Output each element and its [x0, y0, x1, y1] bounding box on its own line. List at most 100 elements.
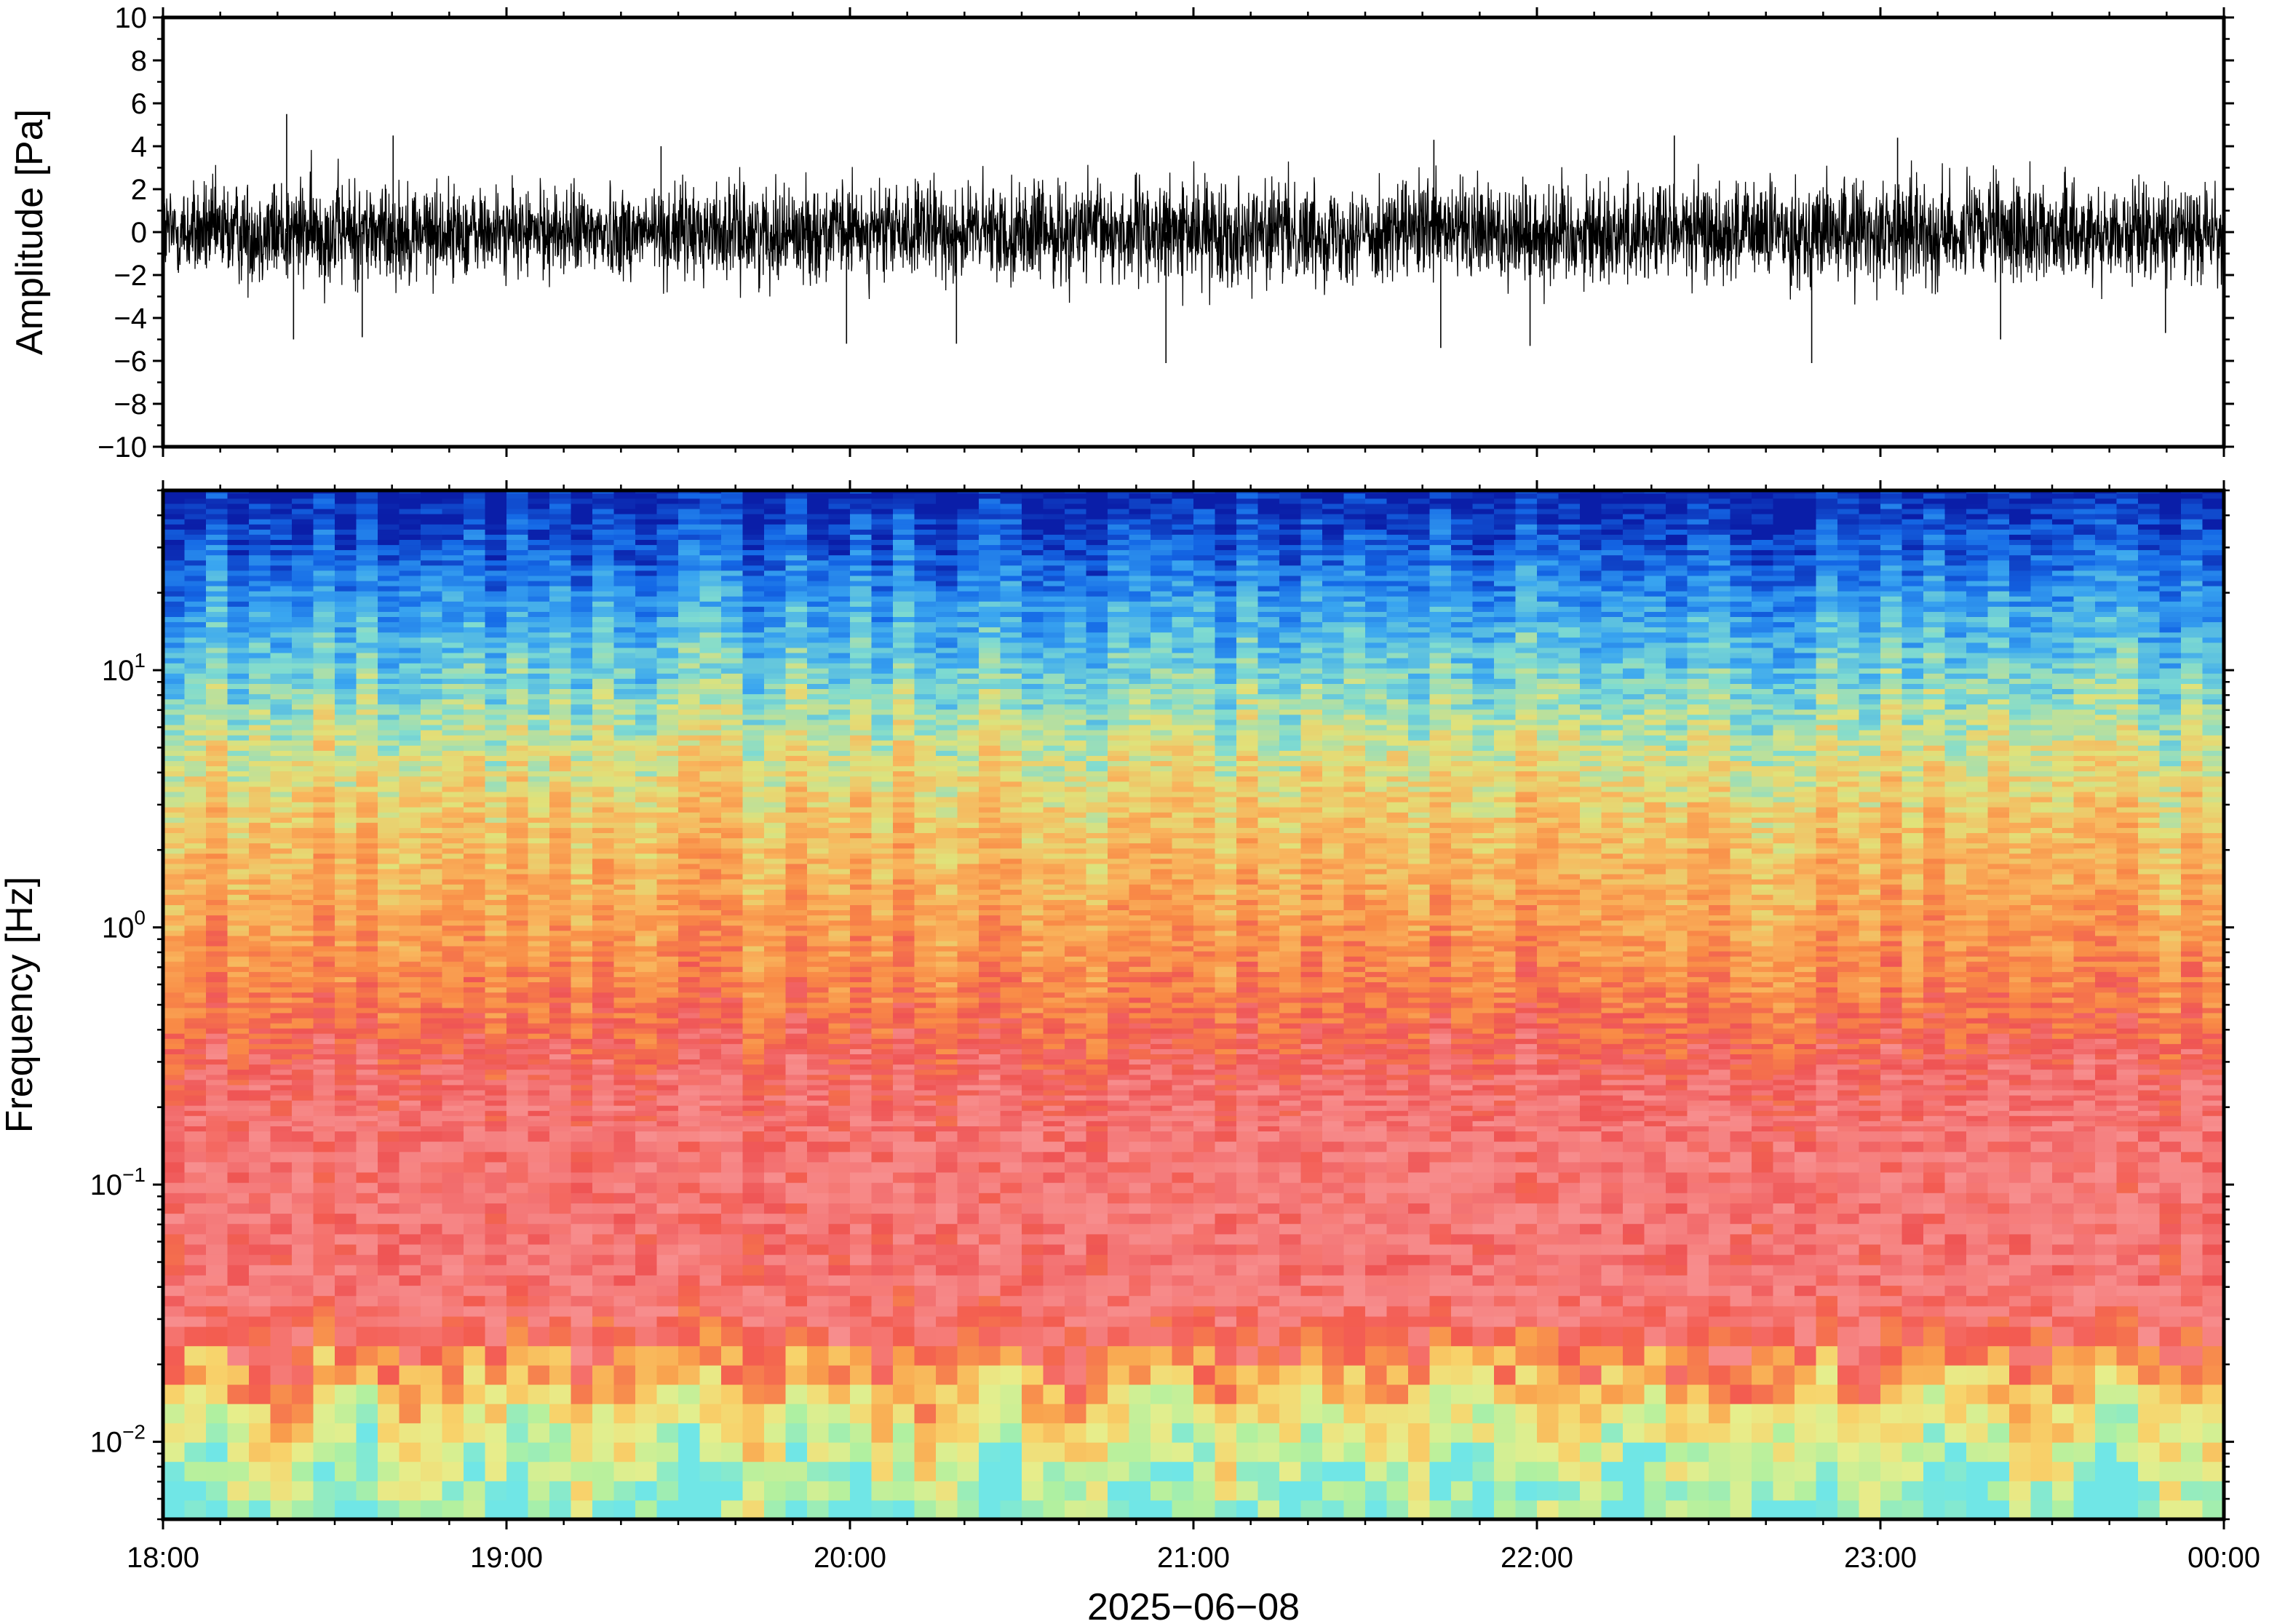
- spectrogram-cell: [764, 909, 787, 916]
- spectrogram-cell: [807, 678, 830, 684]
- spectrogram-cell: [571, 503, 593, 509]
- spectrogram-cell: [656, 626, 679, 633]
- spectrogram-cell: [592, 575, 615, 581]
- spectrogram-cell: [442, 1002, 464, 1008]
- spectrogram-cell: [249, 848, 271, 854]
- spectrogram-cell: [356, 1121, 378, 1126]
- spectrogram-cell: [549, 1064, 572, 1070]
- spectrogram-cell: [699, 719, 722, 725]
- spectrogram-cell: [442, 616, 464, 623]
- spectrogram-cell: [206, 801, 229, 808]
- spectrogram-cell: [721, 662, 744, 669]
- spectrogram-cell: [506, 1203, 529, 1214]
- spectrogram-cell: [378, 508, 400, 514]
- spectrogram-cell: [313, 662, 335, 669]
- spectrogram-cell: [335, 1121, 357, 1126]
- spectrogram-cell: [206, 554, 229, 561]
- spectrogram-cell: [678, 508, 701, 514]
- spectrogram-cell: [571, 1094, 593, 1101]
- spectrogram-cell: [485, 647, 507, 653]
- spectrogram-cell: [184, 498, 207, 504]
- spectrogram-cell: [249, 997, 271, 1003]
- spectrogram-cell: [742, 570, 765, 576]
- spectrogram-cell: [356, 662, 378, 669]
- spectrogram-cell: [163, 657, 186, 664]
- spectrogram-cell: [163, 1059, 186, 1065]
- spectrogram-cell: [656, 590, 679, 597]
- spectrogram-cell: [742, 1182, 765, 1193]
- spectrogram-cell: [764, 1017, 787, 1024]
- spectrogram-cell: [613, 853, 636, 859]
- spectrogram-cell: [163, 580, 186, 586]
- spectrogram-cell: [485, 811, 507, 818]
- spectrogram-cell: [184, 565, 207, 571]
- spectrogram-cell: [184, 987, 207, 993]
- spectrogram-cell: [635, 1461, 658, 1481]
- spectrogram-cell: [528, 719, 550, 725]
- spectrogram-cell: [421, 904, 443, 910]
- spectrogram-cell: [571, 595, 593, 602]
- spectrogram-cell: [442, 950, 464, 957]
- spectrogram-cell: [184, 1059, 207, 1065]
- spectrogram-cell: [528, 1481, 550, 1501]
- spectrogram-cell: [656, 801, 679, 808]
- spectrogram-cell: [399, 1345, 421, 1366]
- spectrogram-cell: [678, 1094, 701, 1101]
- spectrogram-cell: [421, 811, 443, 818]
- spectrogram-cell: [163, 1054, 186, 1060]
- spectrogram-cell: [635, 745, 658, 751]
- spectrogram-cell: [249, 935, 271, 942]
- spectrogram-cell: [464, 611, 486, 617]
- spectrogram-cell: [764, 1141, 787, 1153]
- spectrogram-cell: [764, 1151, 787, 1163]
- spectrogram-cell: [571, 822, 593, 828]
- spectrogram-cell: [785, 575, 808, 581]
- spectrogram-cell: [828, 1038, 851, 1044]
- spectrogram-cell: [549, 683, 572, 689]
- spectrogram-cell: [528, 791, 550, 797]
- spectrogram-cell: [249, 883, 271, 890]
- spectrogram-cell: [335, 585, 357, 592]
- spectrogram-cell: [592, 935, 615, 942]
- spectrogram-cell: [378, 1275, 400, 1286]
- spectrogram-cell: [699, 1243, 722, 1255]
- spectrogram-cell: [249, 1110, 271, 1116]
- spectrogram-cell: [613, 601, 636, 607]
- spectrogram-cell: [442, 966, 464, 972]
- spectrogram-cell: [227, 724, 250, 731]
- spectrogram-cell: [292, 709, 314, 715]
- spectrogram-cell: [528, 534, 550, 540]
- spectrogram-cell: [335, 1131, 357, 1142]
- spectrogram-cell: [485, 1243, 507, 1255]
- spectrogram-cell: [442, 1171, 464, 1183]
- spectrogram-cell: [292, 1059, 314, 1065]
- spectrogram-cell: [742, 915, 765, 921]
- spectrogram-cell: [378, 1203, 400, 1214]
- spectrogram-cell: [378, 549, 400, 556]
- waveform-spikes: [286, 114, 2166, 363]
- spectrogram-cell: [292, 503, 314, 509]
- spectrogram-cell: [292, 863, 314, 869]
- spectrogram-cell: [356, 709, 378, 715]
- spectrogram-cell: [163, 719, 186, 725]
- spectrogram-cell: [292, 801, 314, 808]
- spectrogram-cell: [592, 652, 615, 658]
- spectrogram-cell: [592, 590, 615, 597]
- spectrogram-cell: [528, 1027, 550, 1034]
- spectrogram-cell: [807, 647, 830, 653]
- spectrogram-cell: [249, 678, 271, 684]
- spectrogram-cell: [184, 1345, 207, 1366]
- spectrogram-cell: [313, 950, 335, 957]
- spectrogram-cell: [249, 503, 271, 509]
- spectrogram-cell: [678, 811, 701, 818]
- spectrogram-cell: [678, 1131, 701, 1142]
- spectrogram-cell: [227, 1364, 250, 1385]
- spectrogram-cell: [721, 729, 744, 736]
- spectrogram-cell: [699, 894, 722, 900]
- spectrogram-cell: [442, 1064, 464, 1070]
- spectrogram-cell: [227, 1012, 250, 1019]
- spectrogram-cell: [528, 498, 550, 504]
- spectrogram-cell: [592, 524, 615, 530]
- spectrogram-cell: [184, 1099, 207, 1106]
- spectrogram-cell: [721, 960, 744, 967]
